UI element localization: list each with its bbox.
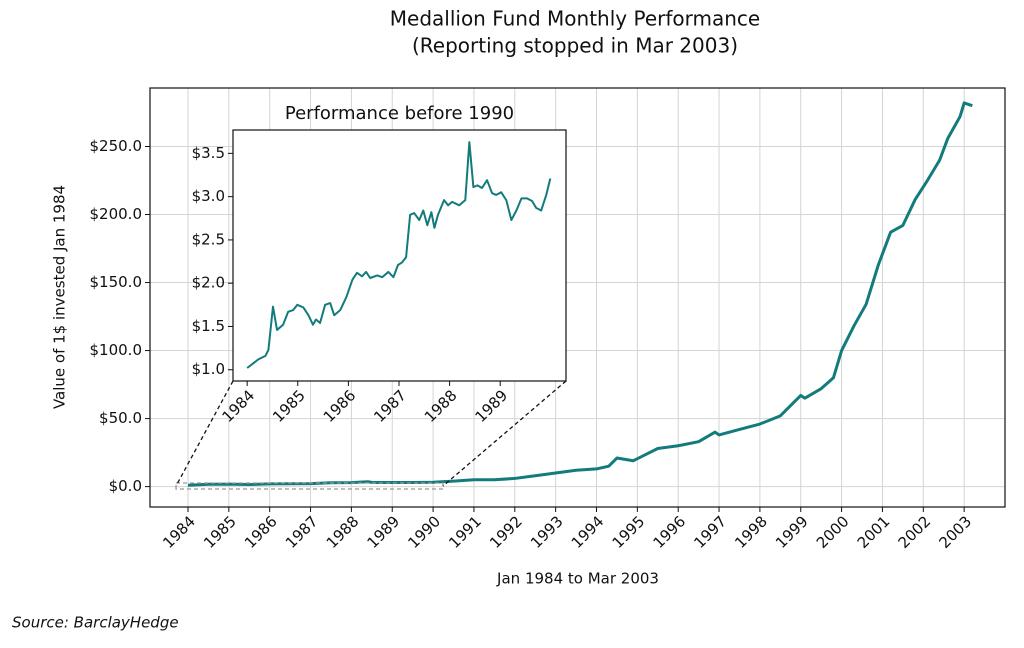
y-tick-label: $200.0	[90, 205, 143, 223]
x-tick-label: 1986	[241, 512, 281, 552]
x-tick-label: 1999	[772, 512, 812, 552]
y-tick-label: $2.0	[192, 274, 225, 292]
y-tick-label: $150.0	[90, 273, 143, 291]
x-tick-label: 1989	[364, 512, 404, 552]
data-line	[187, 101, 973, 487]
source-note: Source: BarclayHedge	[12, 614, 179, 632]
x-tick-label: 1996	[649, 512, 689, 552]
y-tick-label: $50.0	[99, 409, 142, 427]
data-line	[246, 141, 552, 369]
y-tick-label: $3.5	[192, 144, 225, 162]
chart-subtitle: (Reporting stopped in Mar 2003)	[412, 34, 738, 58]
x-tick-label: 1991	[445, 512, 485, 552]
zoom-line	[175, 380, 234, 487]
zoom-indicator	[175, 380, 567, 490]
y-tick-label: $0.0	[109, 477, 142, 495]
x-tick-label: 1988	[323, 512, 363, 552]
x-tick-label: 1994	[568, 512, 608, 552]
y-tick-label: $250.0	[90, 137, 143, 155]
zoom-line	[442, 380, 567, 487]
x-tick-label: 2003	[935, 512, 975, 552]
plot-area	[233, 130, 566, 381]
x-tick-label: 2002	[895, 512, 935, 552]
x-tick-label: 1984	[159, 512, 199, 552]
x-tick-label: 1995	[609, 512, 649, 552]
y-tick-label: $2.5	[192, 230, 225, 248]
x-tick-label: 1993	[527, 512, 567, 552]
x-tick-label: 2001	[854, 512, 894, 552]
x-axis-label: Jan 1984 to Mar 2003	[496, 570, 659, 588]
y-tick-label: $100.0	[90, 341, 143, 359]
x-tick-label: 1990	[404, 512, 444, 552]
y-tick-label: $1.0	[192, 360, 225, 378]
x-tick-label: 1997	[690, 512, 730, 552]
inset-title: Performance before 1990	[285, 103, 514, 124]
y-tick-label: $3.0	[192, 187, 225, 205]
y-tick-label: $1.5	[192, 317, 225, 335]
plot-frame	[149, 87, 1006, 508]
plot-frame	[232, 129, 567, 382]
y-axis-label: Value of 1$ invested Jan 1984	[51, 185, 69, 409]
chart-title: Medallion Fund Monthly Performance	[390, 7, 760, 31]
x-tick-label: 1998	[731, 512, 771, 552]
x-tick-label: 2000	[813, 512, 853, 552]
x-tick-label: 1985	[200, 512, 240, 552]
x-tick-label: 1987	[282, 512, 322, 552]
x-tick-label: 1992	[486, 512, 526, 552]
